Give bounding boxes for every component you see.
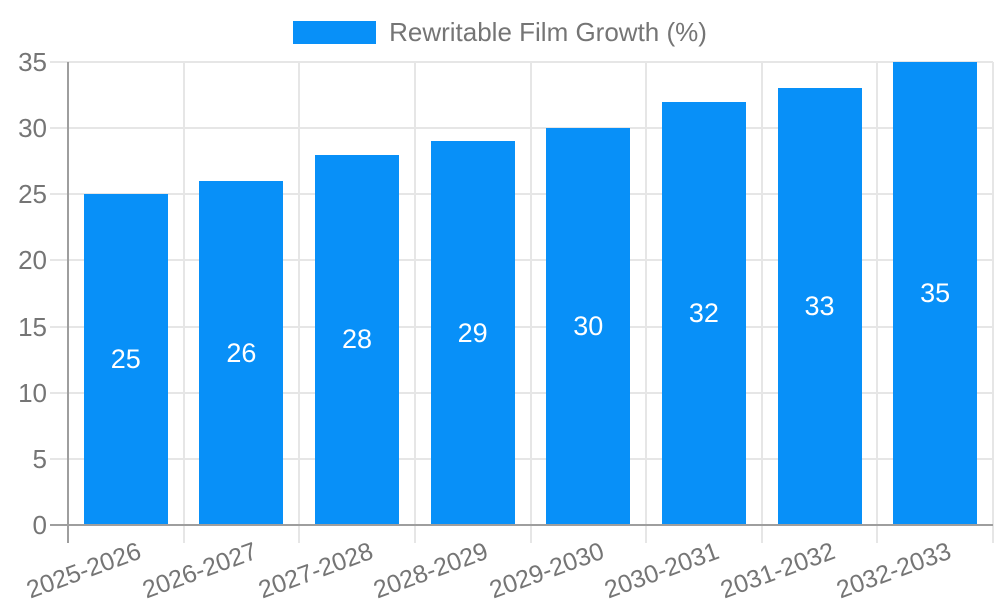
gridline-horizontal — [50, 259, 993, 262]
bar-2026-2027[interactable]: 26 — [199, 181, 284, 525]
y-axis-line — [67, 62, 69, 543]
y-tick-label: 20 — [18, 245, 47, 276]
y-tick-label: 10 — [18, 377, 47, 408]
gridline-horizontal — [50, 457, 993, 460]
y-tick-label: 0 — [32, 510, 47, 540]
x-axis-line — [50, 524, 993, 526]
bar-2030-2031[interactable]: 32 — [661, 101, 746, 525]
x-tick-label: 2032-2033 — [832, 537, 955, 600]
bar-value-label: 33 — [804, 291, 835, 322]
bar-2025-2026[interactable]: 25 — [83, 194, 168, 525]
bar-2032-2033[interactable]: 35 — [893, 62, 978, 525]
bar-2027-2028[interactable]: 28 — [315, 154, 400, 525]
bar-value-label: 35 — [920, 278, 951, 308]
y-tick-label: 15 — [18, 311, 47, 342]
bar-value-label: 29 — [457, 317, 488, 348]
x-tick-label: 2027-2028 — [254, 537, 377, 600]
gridline-horizontal — [50, 391, 993, 394]
gridline-vertical — [992, 62, 994, 543]
bar-value-label: 32 — [688, 297, 719, 328]
legend-label: Rewritable Film Growth (%) — [389, 17, 707, 47]
gridline-horizontal — [50, 193, 993, 196]
y-tick-label: 30 — [18, 113, 47, 144]
bar-2031-2032[interactable]: 33 — [777, 88, 862, 525]
x-tick-label: 2029-2030 — [485, 537, 608, 600]
x-tick-label: 2028-2029 — [369, 537, 492, 600]
bar-value-label: 25 — [110, 344, 141, 375]
y-tick-label: 25 — [18, 179, 47, 210]
x-tick-label: 2026-2027 — [138, 537, 261, 600]
gridline-vertical — [876, 62, 879, 543]
gridline-vertical — [413, 62, 416, 543]
gridline-vertical — [182, 62, 185, 543]
bar-2029-2030[interactable]: 30 — [546, 128, 631, 525]
y-tick-label: 5 — [32, 443, 47, 474]
gridline-horizontal — [50, 127, 993, 130]
gridline-vertical — [529, 62, 532, 543]
bar-value-label: 26 — [226, 337, 257, 368]
y-tick-label: 35 — [18, 47, 47, 77]
x-tick-label: 2030-2031 — [601, 537, 724, 600]
x-tick-label: 2025-2026 — [23, 537, 146, 600]
gridline-vertical — [298, 62, 301, 543]
bar-value-label: 28 — [342, 324, 373, 355]
gridline-horizontal — [50, 61, 993, 63]
bar-value-label: 30 — [573, 311, 604, 342]
bar-2028-2029[interactable]: 29 — [430, 141, 515, 525]
gridline-vertical — [645, 62, 648, 543]
legend-swatch — [293, 20, 377, 44]
x-tick-label: 2031-2032 — [716, 537, 839, 600]
gridline-vertical — [760, 62, 763, 543]
chart-legend: Rewritable Film Growth (%) — [0, 18, 1000, 46]
gridline-horizontal — [50, 325, 993, 328]
